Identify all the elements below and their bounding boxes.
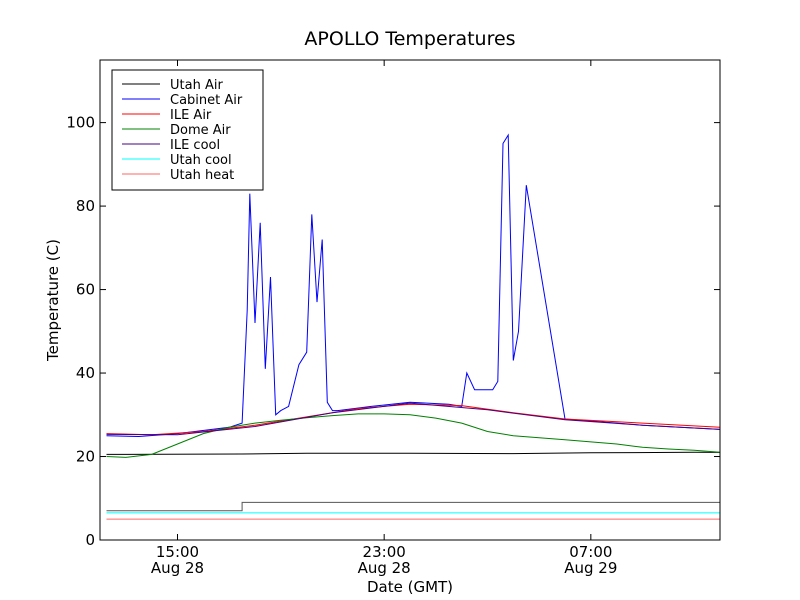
series-line-dome-air [106,413,720,458]
x-tick-label-time: 15:00 [156,543,199,561]
plot-series-layer [106,133,720,520]
series-line-cabinet-air [106,133,720,438]
y-tick-label: 80 [76,197,95,215]
series-line-ile-cool [106,402,720,436]
legend-label: Utah heat [170,168,234,183]
x-tick-label-time: 07:00 [569,543,612,561]
y-axis-label: Temperature (C) [44,239,62,362]
series-line-utah-air [106,451,720,455]
legend-box [111,69,264,191]
x-tick-label-date: Aug 28 [151,559,204,577]
legend-label: Utah Air [170,78,223,93]
legend-label: ILE cool [170,138,220,153]
plot-frame [99,59,721,541]
x-axis-label: Date (GMT) [367,578,453,596]
y-tick-label: 60 [76,281,95,299]
legend-label: Cabinet Air [170,93,243,108]
series-line-reference [106,501,720,512]
y-tick-label: 40 [76,364,95,382]
chart-title: APOLLO Temperatures [304,28,515,50]
legend-label: Utah cool [170,153,232,168]
x-tick-label-date: Aug 28 [358,559,411,577]
series-line-ile-air [106,403,720,436]
y-tick-label: 100 [66,114,95,132]
legend-label: ILE Air [170,108,212,123]
legend-label: Dome Air [170,123,231,138]
x-tick-label-date: Aug 29 [564,559,617,577]
y-tick-label: 20 [76,448,95,466]
y-tick-label: 0 [85,531,95,549]
x-tick-label-time: 23:00 [363,543,406,561]
